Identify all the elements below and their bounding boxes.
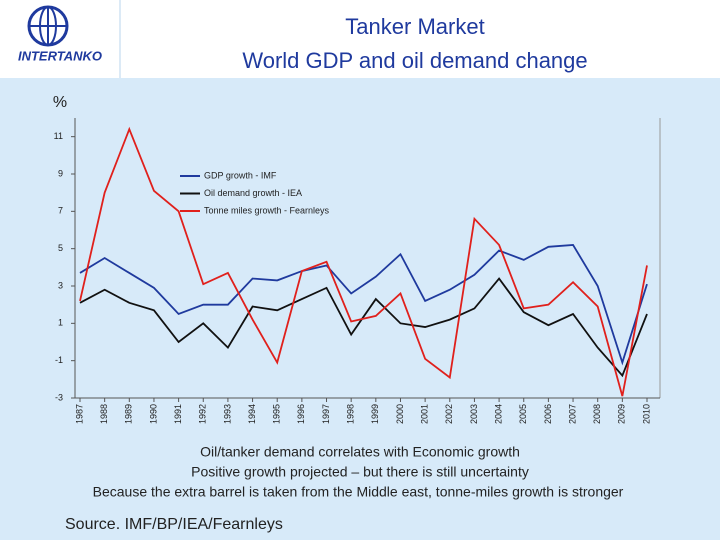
- y-tick-label: 7: [58, 206, 63, 216]
- annotation: Positive growth projected – but there is…: [191, 464, 529, 480]
- x-tick-label: 2004: [493, 404, 503, 424]
- x-tick-label: 2010: [641, 404, 651, 424]
- x-tick-label: 2001: [420, 404, 430, 424]
- y-tick-label: -1: [55, 355, 63, 365]
- y-tick-label: 5: [58, 243, 63, 253]
- annotation: Because the extra barrel is taken from t…: [93, 484, 624, 500]
- y-tick-label: 9: [58, 168, 63, 178]
- x-tick-label: 1993: [222, 404, 232, 424]
- x-tick-label: 2008: [592, 404, 602, 424]
- x-tick-label: 2000: [395, 404, 405, 424]
- x-tick-label: 2007: [567, 404, 577, 424]
- y-axis-label: %: [53, 94, 67, 111]
- x-tick-label: 1994: [247, 404, 257, 424]
- x-tick-label: 2005: [518, 404, 528, 424]
- x-tick-label: 1999: [370, 404, 380, 424]
- x-tick-label: 1992: [198, 404, 208, 424]
- legend-label: Oil demand growth - IEA: [204, 188, 302, 198]
- source: Source. IMF/BP/IEA/Fearnleys: [65, 516, 283, 533]
- y-tick-label: -3: [55, 392, 63, 402]
- x-tick-label: 2003: [469, 404, 479, 424]
- chart-title: Tanker Market: [345, 14, 484, 39]
- x-tick-label: 1991: [173, 404, 183, 424]
- x-tick-label: 1998: [346, 404, 356, 424]
- logo: [27, 5, 69, 47]
- x-tick-label: 1995: [272, 404, 282, 424]
- x-tick-label: 1987: [74, 404, 84, 424]
- legend-label: GDP growth - IMF: [204, 170, 277, 180]
- x-tick-label: 1990: [148, 404, 158, 424]
- chart-subtitle: World GDP and oil demand change: [242, 48, 587, 73]
- series-line: [79, 277, 648, 378]
- series-line: [79, 243, 648, 366]
- x-tick-label: 2009: [617, 404, 627, 424]
- x-tick-label: 1997: [321, 404, 331, 424]
- y-tick-label: 3: [58, 280, 63, 290]
- annotation: Oil/tanker demand correlates with Econom…: [200, 444, 520, 460]
- y-tick-label: 1: [58, 318, 63, 328]
- x-tick-label: 2002: [444, 404, 454, 424]
- legend-label: Tonne miles growth - Fearnleys: [204, 205, 330, 215]
- x-tick-label: 2006: [543, 404, 553, 424]
- logo-text: INTERTANKO: [18, 48, 102, 63]
- x-tick-label: 1988: [99, 404, 109, 424]
- series-line: [79, 126, 648, 397]
- x-tick-label: 1989: [124, 404, 134, 424]
- x-tick-label: 1996: [296, 404, 306, 424]
- y-tick-label: 11: [54, 131, 63, 141]
